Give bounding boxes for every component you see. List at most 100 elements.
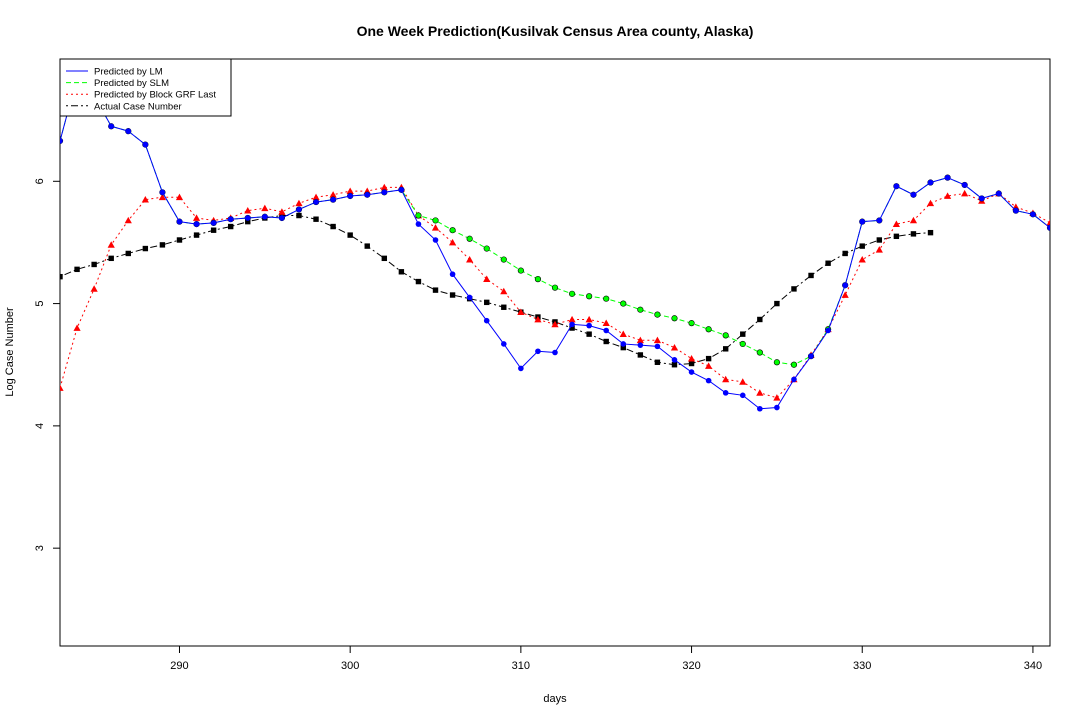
- predicted-by-slm-point: [637, 306, 644, 313]
- predicted-by-block-grf-last-point: [585, 315, 593, 323]
- predicted-by-block-grf-last-point: [466, 255, 474, 263]
- predicted-by-lm-point: [859, 218, 866, 225]
- actual-case-number-point: [791, 286, 797, 292]
- predicted-by-slm-point: [790, 361, 798, 368]
- actual-case-number-point: [859, 243, 865, 249]
- predicted-by-slm-point: [551, 284, 559, 291]
- predicted-by-block-grf-last-point: [858, 255, 866, 263]
- predicted-by-block-grf-last-point: [329, 191, 337, 198]
- predicted-by-slm-point: [705, 326, 712, 333]
- legend-label: Predicted by SLM: [94, 78, 169, 89]
- actual-case-number-point: [330, 223, 336, 230]
- actual-case-number-point: [757, 316, 763, 323]
- actual-case-number-point: [705, 355, 712, 362]
- predicted-by-lm-point: [654, 343, 661, 350]
- predicted-by-lm-point: [60, 138, 63, 144]
- predicted-by-lm-point: [381, 189, 388, 196]
- actual-case-number-point: [108, 255, 114, 262]
- predicted-by-block-grf-last-point: [943, 192, 952, 199]
- actual-case-number-point: [193, 232, 200, 238]
- predicted-by-lm-point: [466, 294, 473, 301]
- predicted-by-slm-point: [517, 267, 524, 274]
- predicted-by-lm-point: [893, 183, 900, 189]
- actual-case-number-point: [364, 243, 370, 249]
- predicted-by-block-grf-last-point: [841, 291, 849, 298]
- predicted-by-lm-point: [483, 317, 490, 324]
- predicted-by-lm-point: [910, 191, 917, 198]
- predicted-by-lm-point: [705, 377, 712, 384]
- actual-case-number-point: [347, 232, 353, 238]
- predicted-by-lm-point: [774, 404, 780, 411]
- predicted-by-block-grf-last-point: [346, 187, 354, 194]
- predicted-by-lm-point: [500, 341, 507, 347]
- predicted-by-lm-point: [432, 237, 439, 243]
- predicted-by-slm-point: [534, 276, 542, 283]
- predicted-by-lm-point: [791, 376, 797, 383]
- predicted-by-lm-point: [825, 327, 831, 334]
- predicted-by-block-grf-last-point: [926, 199, 935, 207]
- actual-case-number-line: [60, 215, 931, 366]
- actual-case-number-point: [142, 245, 149, 252]
- predicted-by-block-grf-last-point: [60, 384, 64, 391]
- predicted-by-block-grf-last-point: [670, 344, 679, 351]
- actual-case-number-point: [740, 331, 746, 337]
- predicted-by-block-grf-last-point: [431, 224, 440, 231]
- predicted-by-lm-point: [722, 390, 729, 396]
- predicted-by-block-grf-last-point: [107, 241, 115, 248]
- actual-case-number-point: [210, 227, 217, 233]
- y-axis-label: Log Case Number: [4, 307, 16, 397]
- actual-case-number-point: [449, 292, 456, 298]
- actual-case-number-point: [176, 237, 183, 243]
- predicted-by-slm-point: [466, 235, 473, 242]
- predicted-by-lm-point: [1047, 224, 1050, 231]
- y-tick-label: 6: [34, 178, 46, 184]
- actual-case-number-point: [927, 229, 934, 236]
- predicted-by-lm-point: [142, 141, 149, 148]
- actual-case-number-point: [381, 255, 388, 262]
- x-axis-label: days: [543, 693, 567, 705]
- predicted-by-lm-point: [552, 349, 558, 356]
- predicted-by-lm-point: [739, 392, 746, 399]
- predicted-by-lm-point: [125, 128, 132, 134]
- predicted-by-slm-point: [449, 227, 456, 234]
- x-tick-label: 330: [853, 660, 871, 672]
- actual-case-number-point: [501, 304, 507, 310]
- actual-case-number-point: [227, 223, 234, 230]
- series-predicted-by-block-grf-last: [60, 183, 1050, 401]
- predicted-by-lm-point: [398, 187, 405, 193]
- predicted-by-lm-point: [176, 218, 183, 225]
- predicted-by-lm-point: [688, 369, 695, 375]
- predicted-by-block-grf-last-point: [653, 336, 662, 344]
- x-tick-label: 310: [512, 660, 530, 672]
- actual-case-number-point: [313, 216, 319, 222]
- actual-case-number-point: [654, 359, 661, 365]
- legend-label: Predicted by LM: [94, 67, 163, 78]
- predicted-by-lm-point: [518, 365, 524, 372]
- actual-case-number-point: [722, 346, 729, 352]
- actual-case-number-point: [484, 299, 490, 306]
- actual-case-number-point: [432, 287, 439, 293]
- actual-case-number-point: [910, 231, 917, 237]
- predicted-by-lm-point: [193, 221, 200, 227]
- series-predicted-by-lm: [60, 74, 1050, 412]
- predicted-by-slm-point: [500, 256, 507, 263]
- x-tick-label: 290: [170, 660, 188, 672]
- predicted-by-lm-point: [449, 271, 456, 278]
- predicted-by-lm-point: [159, 189, 166, 196]
- predicted-by-lm-point: [603, 327, 610, 334]
- predicted-by-lm-point: [535, 348, 541, 355]
- predicted-by-block-grf-last-point: [705, 362, 713, 369]
- x-tick-label: 320: [682, 660, 700, 672]
- y-axis: 3 4 5 6: [34, 178, 60, 551]
- actual-case-number-point: [620, 344, 626, 351]
- predicted-by-block-grf-last-point: [278, 208, 286, 215]
- predicted-by-slm-point: [654, 311, 661, 318]
- x-tick-label: 300: [341, 660, 359, 672]
- predicted-by-lm-point: [244, 215, 251, 221]
- actual-case-number-point: [60, 273, 63, 280]
- actual-case-number-point: [893, 233, 900, 240]
- predicted-by-lm-point: [637, 342, 644, 348]
- x-axis: 290 300 310 320 330 340: [170, 646, 1042, 672]
- predicted-by-lm-point: [927, 179, 934, 186]
